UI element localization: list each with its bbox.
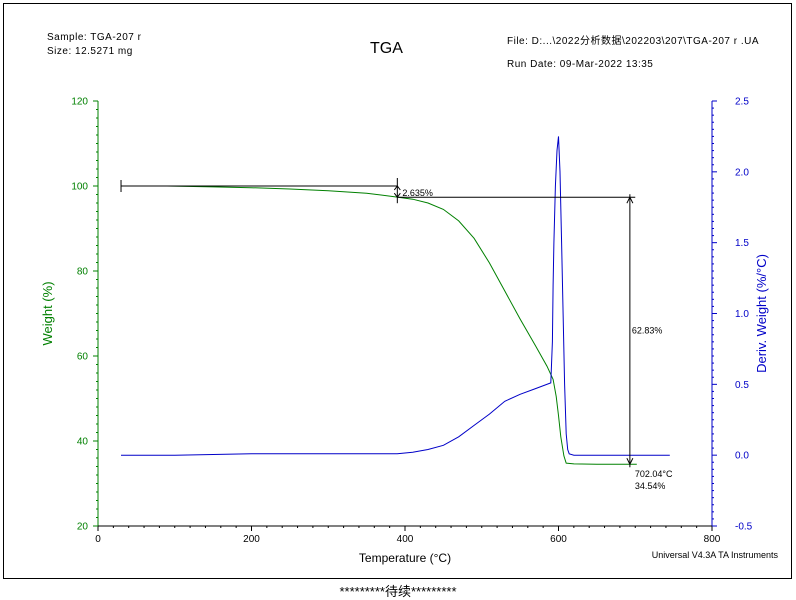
run-date-label: Run Date: 09-Mar-2022 13:35 <box>507 59 654 70</box>
x-tick-label: 0 <box>95 534 101 545</box>
y-left-tick-label: 100 <box>71 182 88 193</box>
y-right-tick-label: 1.5 <box>735 238 749 249</box>
step1-arrow-up <box>393 185 401 191</box>
file-label: File: D:...\2022分析数据\202203\207\TGA-207 … <box>507 36 760 47</box>
sample-label: Sample: TGA-207 r <box>47 32 142 43</box>
endpoint-temp-label: 702.04°C <box>635 469 673 479</box>
y-left-tick-label: 120 <box>71 97 88 108</box>
step2-arrow-down <box>626 457 634 466</box>
y-right-tick-label: 0.0 <box>735 451 749 462</box>
y-left-tick-label: 60 <box>77 352 89 363</box>
y-left-tick-label: 40 <box>77 437 89 448</box>
x-tick-label: 400 <box>397 534 414 545</box>
endpoint-weight-label: 34.54% <box>635 481 666 491</box>
step1-label: 2.635% <box>402 188 433 198</box>
y-right-tick-label: 0.5 <box>735 380 749 391</box>
weight-curve <box>167 185 637 465</box>
x-tick-label: 200 <box>243 534 260 545</box>
chart-frame <box>3 3 792 579</box>
y-right-tick-label: 1.0 <box>735 309 749 320</box>
y-axis-left-title: Weight (%) <box>40 281 55 345</box>
step2-arrow-up <box>626 196 634 204</box>
footer-text: *********待续********* <box>339 584 457 599</box>
x-tick-label: 600 <box>550 534 567 545</box>
y-left-tick-label: 20 <box>77 522 89 533</box>
y-right-tick-label: -0.5 <box>735 522 753 533</box>
step2-label: 62.83% <box>632 326 663 336</box>
deriv-weight-curve <box>121 136 670 456</box>
y-axis-right-title: Deriv. Weight (%/°C) <box>754 254 769 373</box>
y-left-tick-label: 80 <box>77 267 89 278</box>
instrument-label: Universal V4.3A TA Instruments <box>652 550 779 560</box>
x-tick-label: 800 <box>704 534 721 545</box>
y-right-tick-label: 2.0 <box>735 167 749 178</box>
y-right-tick-label: 2.5 <box>735 97 749 108</box>
x-axis-title: Temperature (°C) <box>359 551 451 565</box>
chart-title: TGA <box>370 40 403 57</box>
size-label: Size: 12.5271 mg <box>47 46 133 57</box>
